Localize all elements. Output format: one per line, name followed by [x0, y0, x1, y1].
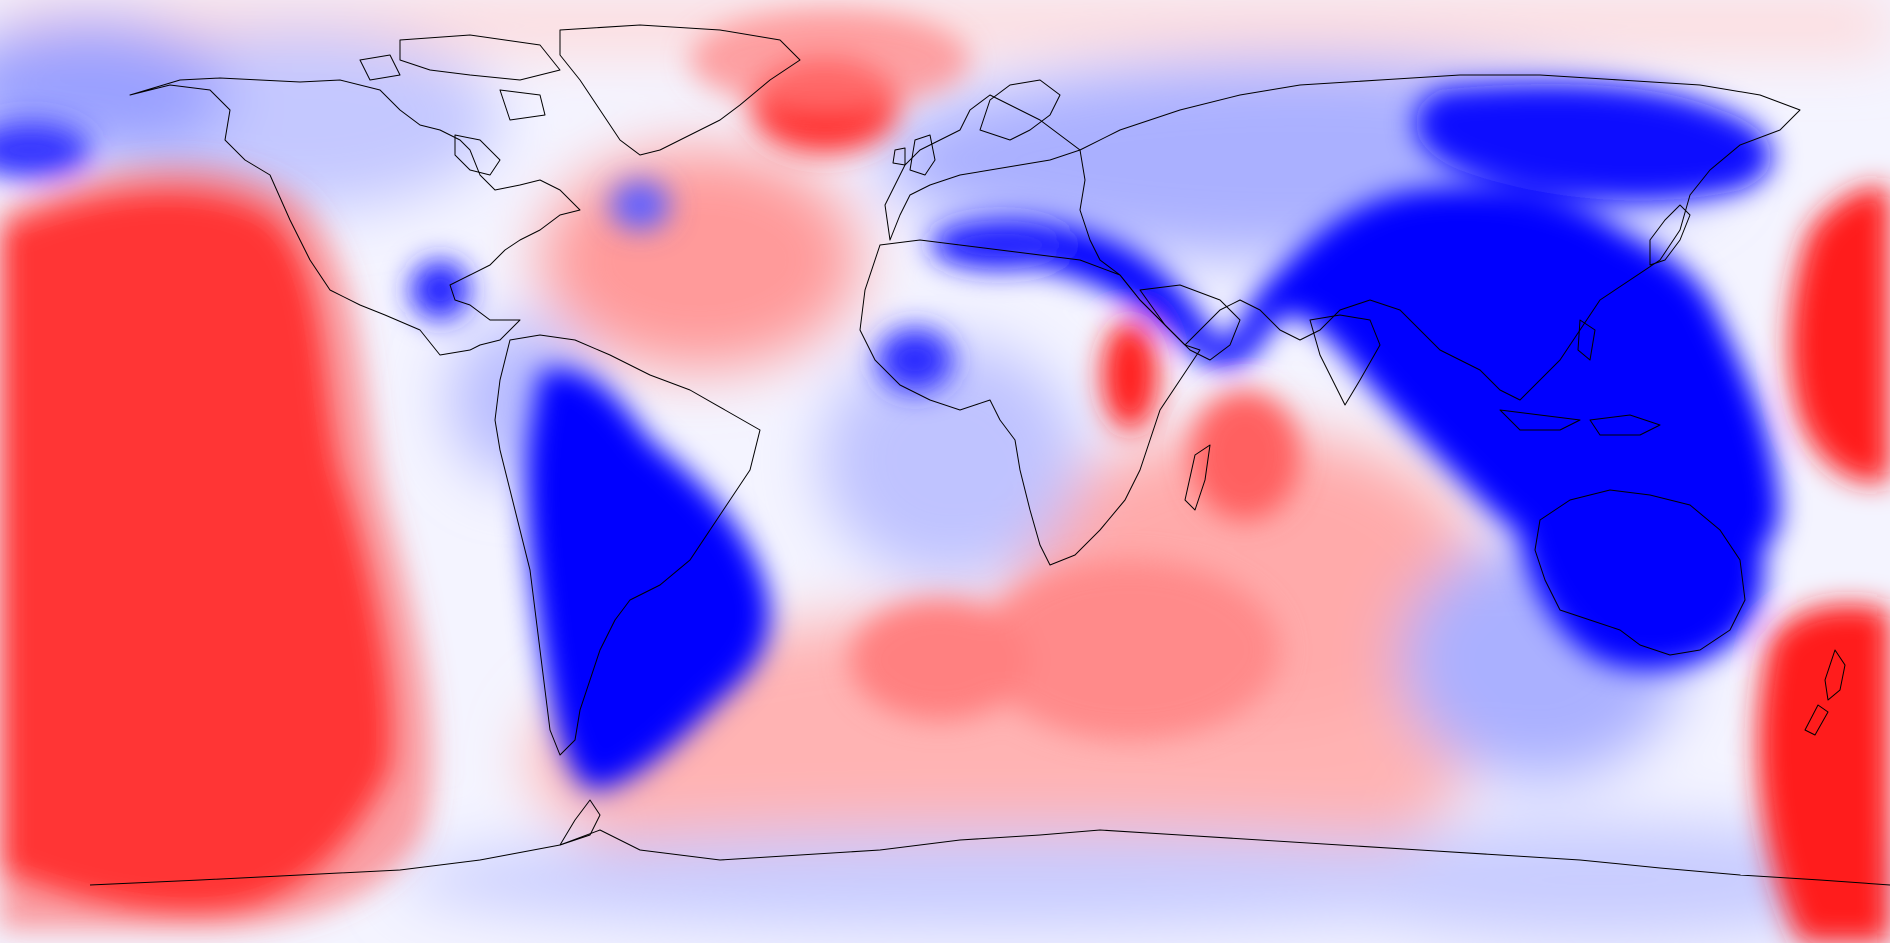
hudson-bay-outline [454, 134, 501, 176]
british-isles-outline [892, 134, 936, 176]
indonesia-outline [1499, 319, 1661, 436]
arctic-islands-outline [359, 34, 561, 121]
antarctica-outline [89, 829, 1890, 886]
japan-outline [1649, 204, 1691, 266]
greenland-outline [559, 24, 801, 156]
antarctic-peninsula-outline [559, 799, 601, 846]
arabia-outline [1139, 284, 1241, 361]
new-zealand-outline [1804, 649, 1846, 736]
africa-outline [859, 239, 1201, 566]
australia-outline [1534, 489, 1746, 656]
india-outline [1309, 314, 1381, 406]
scandinavia-outline [979, 79, 1061, 141]
europe-outline [884, 94, 1081, 241]
north-america-outline [129, 77, 581, 356]
south-america-outline [494, 334, 761, 756]
coastlines [89, 24, 1890, 886]
madagascar-outline [1184, 444, 1211, 511]
